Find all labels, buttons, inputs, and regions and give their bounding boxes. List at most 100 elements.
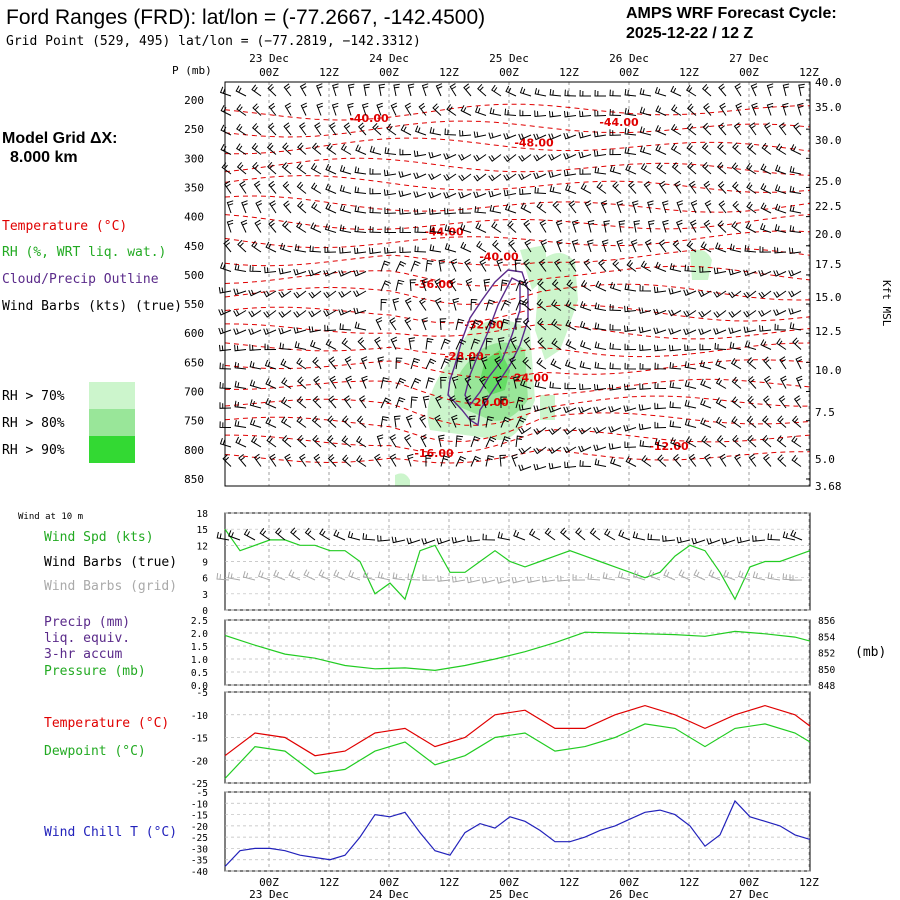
wind-barb — [796, 102, 804, 116]
wind-barb — [395, 279, 405, 292]
wind-barb — [758, 270, 772, 277]
wind-barb — [339, 323, 352, 331]
wind-barb — [684, 264, 697, 272]
wind-barb — [313, 376, 322, 389]
wind-barb — [729, 243, 742, 253]
wind-barb — [296, 162, 307, 175]
wind-barb — [609, 281, 622, 292]
wind-barb — [728, 327, 742, 335]
pressure-axis-title: P (mb) — [172, 64, 212, 77]
wind-barb — [369, 145, 382, 155]
wind-barb — [294, 244, 307, 253]
wind-barb — [405, 414, 413, 428]
wind-barb — [795, 356, 803, 370]
wind-barb — [699, 343, 712, 351]
grid-point-label: Grid Point (529, 495) lat/lon = (−77.281… — [6, 34, 421, 49]
wind-barb — [380, 416, 389, 428]
wind-barb — [376, 102, 383, 116]
wind-barb — [699, 266, 712, 273]
wind-barb — [563, 406, 577, 414]
top-hour-label: 00Z — [619, 66, 639, 79]
wind-barb — [511, 453, 518, 467]
wind-barb — [295, 221, 307, 233]
temperature-panel-y-tick-label: -20 — [191, 756, 208, 767]
wind-barb — [579, 110, 592, 118]
wind-barb — [789, 204, 802, 214]
windchill-panel-y-tick-label: -35 — [191, 856, 208, 867]
wind-barb — [404, 297, 412, 311]
wind-panel-frame — [224, 512, 811, 611]
wind-barb — [518, 427, 532, 435]
isotherm-line — [224, 449, 810, 464]
wind-barb — [631, 200, 639, 214]
wind-barb — [338, 270, 352, 277]
wind-barb — [534, 380, 547, 389]
wind-barb — [713, 267, 727, 275]
surface-wind-barb-grid — [407, 573, 421, 581]
wind-barb — [358, 395, 367, 409]
wind-barb — [539, 219, 547, 233]
dewpoint-line — [224, 723, 811, 779]
wind-barb — [455, 435, 464, 448]
wind-barb — [714, 342, 727, 350]
wind-barb — [793, 122, 802, 136]
wind-barb — [226, 219, 234, 233]
surface-wind-barb-true — [274, 527, 286, 541]
wind-barb — [638, 404, 652, 411]
isotherm-label: -28.00 — [444, 350, 484, 363]
wind-barb — [356, 455, 367, 467]
wind-barb — [218, 327, 232, 335]
pressure-tick-label: 200 — [184, 94, 204, 107]
wind-barb — [612, 259, 622, 272]
surface-wind-barb-grid — [789, 574, 803, 581]
legend-wind-barbs-true: Wind Barbs (true) — [44, 555, 177, 570]
isotherm-label: -36.00 — [414, 278, 454, 291]
wind-barb — [548, 446, 562, 455]
windchill-panel-frame — [224, 791, 811, 872]
wind-barb — [464, 375, 472, 389]
wind-barb — [654, 362, 667, 370]
pressure-tick-label: 800 — [184, 444, 204, 457]
wind-barb — [281, 220, 292, 233]
wind-barb — [389, 317, 397, 331]
wind-barb — [413, 150, 427, 157]
height-tick-label: 30.0 — [815, 134, 842, 147]
wind-barb — [676, 200, 683, 214]
surface-wind-barb-grid — [767, 572, 781, 581]
wind-barb — [623, 405, 637, 412]
wind-barb — [458, 173, 472, 182]
wind-barb — [414, 125, 427, 136]
wind-barb — [688, 453, 697, 467]
wind-barb — [395, 260, 407, 272]
wind-barb — [399, 208, 412, 215]
precip-panel-frame — [224, 619, 811, 686]
wind-barb — [563, 446, 577, 454]
wind-barb — [594, 89, 606, 97]
wind-barb — [566, 279, 577, 292]
isotherm-line — [224, 175, 811, 193]
wind-barb — [491, 221, 502, 233]
wind-barb — [661, 200, 669, 214]
wind-barb — [489, 107, 502, 116]
wind-barb — [235, 436, 247, 448]
wind-barb — [278, 328, 292, 335]
legend-liq-equiv: liq. equiv. — [44, 631, 130, 646]
wind-barb — [518, 154, 532, 162]
wind-barb — [241, 200, 248, 214]
wind-barb — [729, 341, 742, 350]
surface-wind-barb-grid — [587, 573, 601, 581]
wind-barb — [449, 83, 457, 97]
wind-barb — [327, 454, 337, 467]
wind-barb — [428, 173, 442, 181]
wind-barb — [435, 395, 442, 409]
pressure-tick-label: 250 — [184, 123, 204, 136]
page-title: Ford Ranges (FRD): lat/lon = (-77.2667, … — [6, 6, 485, 29]
wind-barb — [429, 244, 442, 253]
wind-barb — [234, 361, 247, 370]
wind-barb — [773, 270, 787, 277]
wind-barb — [463, 83, 472, 97]
wind-barb — [325, 163, 337, 175]
wind-barb — [563, 427, 577, 435]
wind-barb — [284, 453, 292, 467]
wind-barb — [728, 310, 742, 318]
